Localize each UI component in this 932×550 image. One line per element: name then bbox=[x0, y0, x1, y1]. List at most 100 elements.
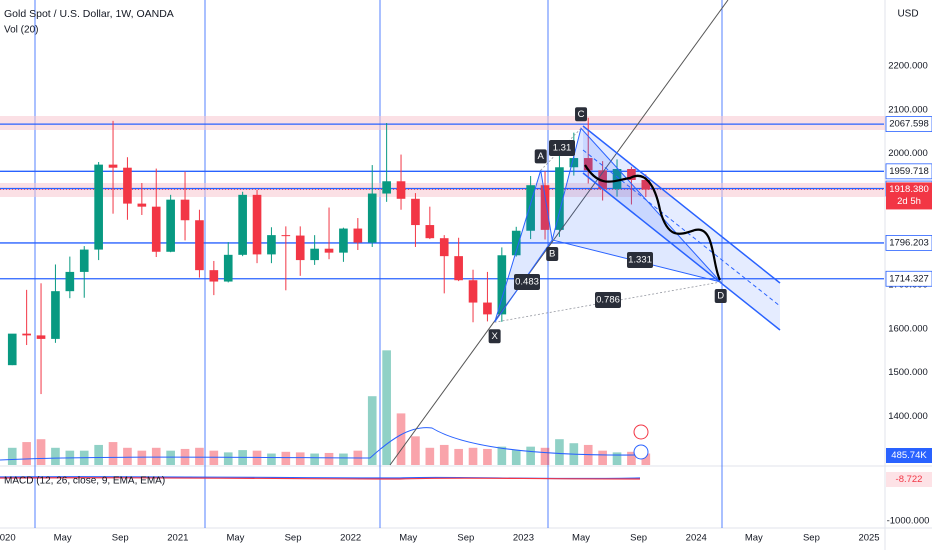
volume-bar bbox=[51, 447, 60, 465]
volume-bar bbox=[555, 439, 564, 465]
candles bbox=[7, 117, 651, 395]
candle-body bbox=[180, 199, 190, 221]
point-box bbox=[534, 149, 547, 164]
ratio-box bbox=[595, 292, 621, 308]
volume-tag-text: 485.74K bbox=[891, 450, 927, 461]
level-tag-text: 1796.203 bbox=[889, 237, 929, 248]
volume-bar bbox=[94, 444, 103, 465]
volume-bar bbox=[22, 442, 31, 465]
event-icon[interactable] bbox=[633, 424, 649, 440]
point-box bbox=[488, 329, 501, 344]
ratio-label: 1.331 bbox=[628, 255, 652, 266]
level-tag bbox=[885, 116, 932, 132]
ratio-box bbox=[514, 274, 540, 290]
volume-bar bbox=[195, 447, 204, 465]
candle-body bbox=[295, 235, 305, 261]
candle-body bbox=[468, 280, 478, 303]
volume-bar bbox=[497, 446, 507, 465]
candle-body bbox=[123, 167, 132, 204]
point-label: X bbox=[491, 331, 498, 342]
level-tag bbox=[885, 270, 932, 287]
x-tick-label: 2020 bbox=[0, 533, 16, 544]
candle-body bbox=[483, 302, 492, 315]
x-tick-label: May bbox=[226, 533, 244, 544]
level-tag-text: 1959.718 bbox=[889, 166, 929, 177]
x-tick-label: Sep bbox=[803, 533, 820, 544]
level-tag-text: 2067.598 bbox=[889, 119, 929, 130]
x-tick-label: 2024 bbox=[686, 533, 707, 544]
zone bbox=[0, 116, 885, 130]
candle-body bbox=[195, 220, 204, 271]
y-tick-label: 1500.000 bbox=[888, 367, 928, 378]
y-tick-label: 2200.000 bbox=[888, 61, 928, 72]
event-icon[interactable] bbox=[633, 444, 649, 460]
candle-body bbox=[583, 158, 593, 171]
y-tick-label: 1400.000 bbox=[888, 411, 928, 422]
point-label: B bbox=[549, 248, 555, 259]
ratio-box bbox=[627, 252, 653, 268]
volume-bar bbox=[367, 396, 377, 465]
candle-body bbox=[612, 169, 622, 190]
volume-bar bbox=[598, 450, 607, 465]
volume-bar bbox=[209, 450, 219, 465]
candle-body bbox=[339, 228, 348, 253]
candle-body bbox=[108, 164, 118, 168]
candle-body bbox=[223, 254, 233, 282]
point-label: A bbox=[538, 151, 545, 162]
candle-body bbox=[526, 185, 535, 231]
point-label: C bbox=[578, 109, 585, 120]
volume-bar bbox=[382, 350, 391, 465]
x-tick-label: 2025 bbox=[858, 533, 879, 544]
candle-body bbox=[51, 291, 60, 339]
volume-bar bbox=[627, 451, 636, 465]
currency[interactable]: USD bbox=[897, 9, 918, 20]
point-label: D bbox=[717, 290, 724, 301]
volume-title: Vol (20) bbox=[4, 25, 38, 36]
candle-body bbox=[382, 181, 391, 194]
x-tick-label: Sep bbox=[630, 533, 647, 544]
projection-path bbox=[584, 164, 721, 281]
macd-tag bbox=[886, 472, 932, 487]
candle-body bbox=[497, 255, 507, 315]
volume-bar bbox=[483, 448, 492, 465]
volume-bar bbox=[396, 413, 406, 465]
zone bbox=[0, 183, 885, 197]
chart-title: Gold Spot / U.S. Dollar, 1W, OANDA bbox=[4, 8, 174, 20]
candle-body bbox=[22, 333, 31, 336]
levels bbox=[0, 123, 884, 280]
macd-title: MACD (12, 26, close, 9, EMA, EMA) bbox=[4, 476, 165, 487]
volume-bar bbox=[339, 453, 348, 465]
volume-bar bbox=[468, 447, 478, 465]
volume-ma bbox=[0, 427, 641, 461]
volume-bar bbox=[137, 450, 147, 465]
pattern: 1.31 0.483 1.331 0.786 X A B C D bbox=[488, 107, 727, 344]
candle-body bbox=[65, 271, 75, 292]
candle-body bbox=[555, 167, 564, 230]
x-tick-label: Sep bbox=[285, 533, 302, 544]
volume-bar bbox=[526, 446, 535, 465]
volume-bar bbox=[108, 442, 118, 465]
candle-body bbox=[367, 193, 377, 243]
candle-body bbox=[310, 248, 319, 261]
volume-bar bbox=[511, 450, 521, 465]
volume-bar bbox=[425, 447, 435, 465]
signal-line bbox=[0, 477, 641, 480]
candle-body bbox=[641, 179, 651, 190]
volume-bar bbox=[641, 453, 651, 465]
volume-bar bbox=[439, 444, 449, 465]
candle-body bbox=[454, 256, 463, 281]
candle-body bbox=[166, 199, 175, 252]
x-tick-label: Sep bbox=[457, 533, 474, 544]
volume-bar bbox=[612, 452, 622, 465]
x-tick-label: 2021 bbox=[167, 533, 188, 544]
x-tick-label: 2022 bbox=[340, 533, 361, 544]
candle-body bbox=[540, 185, 550, 230]
candle-body bbox=[569, 158, 579, 168]
candle-body bbox=[238, 194, 247, 255]
candle-body bbox=[94, 164, 103, 250]
y-tick-label: 2100.000 bbox=[888, 104, 928, 115]
channel-line bbox=[582, 172, 781, 331]
